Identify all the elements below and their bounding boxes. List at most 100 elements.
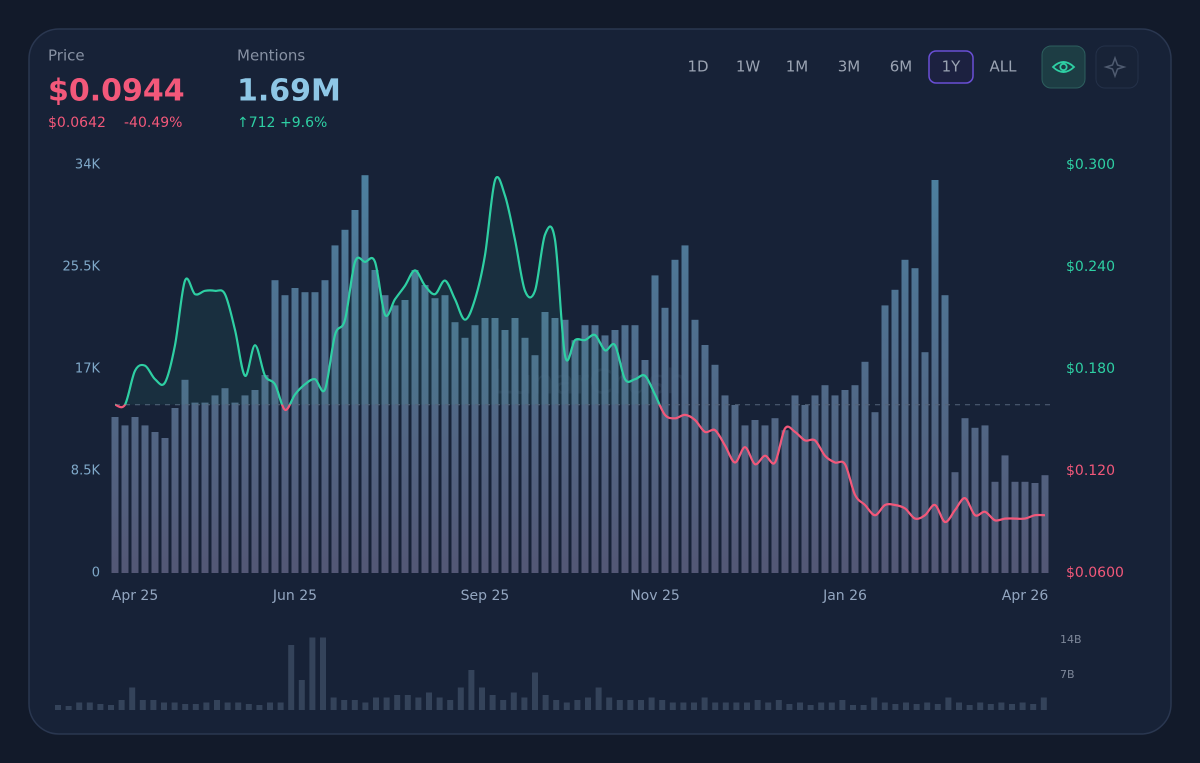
mention-bar [931, 180, 939, 573]
volume-bar [924, 702, 931, 710]
volume-chart: 7B 14B [55, 633, 1082, 710]
mention-bar [401, 300, 409, 573]
volume-bar [892, 704, 899, 710]
volume-bar [754, 700, 761, 710]
timeframe-button[interactable]: 1Y [942, 58, 962, 76]
volume-bar [1040, 697, 1047, 710]
mention-bar [781, 430, 789, 573]
mention-bar [551, 318, 559, 573]
timeframe-selected [928, 50, 974, 84]
mention-bar [901, 259, 909, 573]
y-tick-label: 17K [75, 362, 101, 377]
timeframe-button[interactable]: ALL [990, 58, 1018, 76]
mention-bar [111, 417, 119, 573]
volume-tick-label: 14B [1060, 633, 1082, 646]
volume-bar [404, 695, 411, 710]
timeframe-button[interactable]: 1W [736, 58, 761, 76]
volume-bar [574, 700, 581, 710]
timeframe-button[interactable]: 1D [687, 58, 708, 76]
volume-bar [182, 704, 189, 710]
volume-bar [330, 697, 337, 710]
mention-bar [791, 395, 799, 573]
volume-bar [860, 705, 867, 710]
volume-bar [426, 692, 432, 710]
mention-bar [371, 270, 379, 573]
volume-bar [256, 705, 263, 710]
volume-bar [235, 702, 242, 710]
mention-bar [261, 375, 269, 573]
mention-bar [851, 385, 859, 573]
mentions-change-pct: +9.6% [280, 115, 327, 131]
volume-bar [606, 697, 613, 710]
volume-bar [956, 702, 962, 710]
volume-bar [818, 702, 825, 710]
volume-bar [871, 697, 878, 710]
mention-bar [271, 280, 279, 573]
mention-bar [721, 395, 729, 573]
timeframe-button[interactable]: 3M [838, 58, 861, 76]
mention-bar [741, 425, 749, 573]
mention-bar [251, 390, 259, 573]
mention-bar [771, 418, 779, 573]
y2-tick-label: $0.0600 [1066, 565, 1124, 581]
mention-bar [191, 402, 199, 573]
mention-bar [331, 245, 339, 573]
volume-bar [585, 697, 591, 710]
mention-bar [521, 337, 529, 573]
volume-bar [722, 702, 729, 710]
mention-bar [221, 388, 229, 573]
mention-bar [531, 355, 539, 573]
y-tick-label: 34K [75, 158, 101, 173]
volume-bar [150, 700, 157, 710]
volume-bar [192, 704, 199, 710]
volume-bar [415, 697, 422, 710]
mention-bar [951, 472, 959, 573]
mentions-label: Mentions [237, 47, 305, 65]
mention-bar [591, 325, 599, 573]
y-tick-label: 8.5K [71, 464, 101, 479]
timeframe-selector: 1D 1W 1M 3M 6M 1Y ALL [687, 50, 1018, 84]
volume-bar [532, 672, 538, 710]
mention-bar [491, 318, 499, 573]
mention-bar [481, 318, 489, 573]
mention-bar [311, 292, 319, 573]
volume-bar [97, 704, 104, 710]
mention-bar [1011, 481, 1019, 573]
volume-bar [945, 697, 952, 710]
ai-button[interactable] [1095, 45, 1139, 89]
mention-bar [711, 364, 719, 573]
volume-bar [139, 700, 146, 710]
mention-bar [801, 405, 809, 573]
mention-bar [611, 330, 619, 573]
mention-bar [541, 312, 549, 573]
volume-bar [468, 670, 475, 710]
volume-bar [320, 637, 326, 710]
volume-bar [903, 702, 909, 710]
x-tick-label: Jan 26 [822, 588, 867, 604]
volume-bar [489, 695, 496, 710]
timeframe-button[interactable]: 6M [890, 58, 913, 76]
mention-bar [211, 395, 219, 573]
volume-bar [351, 700, 358, 710]
volume-bar [510, 692, 517, 710]
volume-bar [850, 705, 856, 710]
mention-bar [501, 330, 509, 573]
mention-bar [351, 210, 359, 573]
volume-bar [86, 702, 93, 710]
volume-tick-label: 7B [1060, 668, 1075, 681]
volume-bar [383, 697, 390, 710]
volume-bar [76, 702, 83, 710]
mention-bar [661, 307, 669, 573]
mention-bar [581, 325, 589, 573]
volume-bar [1009, 704, 1015, 710]
volume-bar [341, 700, 348, 710]
x-tick-label: Nov 25 [630, 588, 680, 604]
volume-bar [542, 695, 549, 710]
timeframe-button[interactable]: 1M [786, 58, 809, 76]
price-value: $0.0944 [48, 74, 185, 109]
mention-bar [231, 402, 239, 573]
volume-bar [362, 702, 369, 710]
eye-button[interactable] [1041, 45, 1086, 89]
mention-bar [871, 412, 879, 573]
volume-bar [966, 705, 973, 710]
